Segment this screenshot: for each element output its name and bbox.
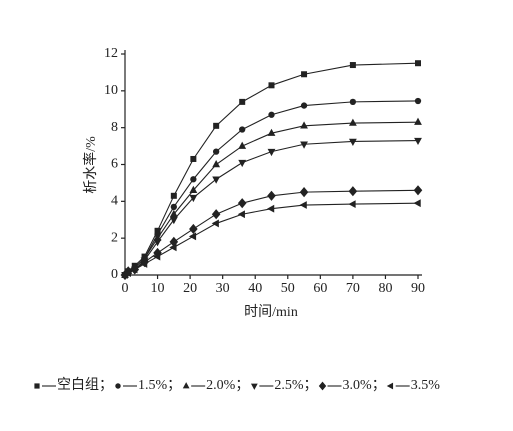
marker	[169, 243, 177, 252]
marker	[212, 160, 221, 168]
marker	[300, 121, 308, 129]
x-tick-label: 60	[313, 281, 327, 296]
marker	[213, 122, 220, 129]
marker	[153, 239, 162, 247]
legend-label: 3.5%	[411, 378, 441, 393]
legend-marker	[182, 382, 190, 389]
y-axis-label: 析水率/%	[82, 136, 99, 194]
marker	[301, 71, 308, 78]
marker	[212, 176, 221, 184]
y-tick-label: 4	[111, 194, 118, 209]
marker	[238, 141, 247, 149]
marker	[348, 138, 357, 146]
marker	[140, 260, 148, 268]
legend-label: 3.0%	[343, 378, 373, 393]
marker	[413, 185, 423, 196]
x-tick-label: 50	[281, 281, 295, 296]
marker	[211, 219, 219, 228]
legend-marker	[386, 382, 394, 390]
marker	[190, 155, 197, 162]
marker	[413, 199, 421, 208]
marker	[299, 201, 307, 209]
x-tick-label: 10	[151, 281, 165, 296]
marker	[348, 118, 357, 126]
legend-label: 2.0%	[206, 378, 236, 393]
marker	[299, 187, 309, 198]
marker	[268, 111, 275, 118]
legend-marker	[318, 381, 327, 391]
series-line	[124, 100, 419, 276]
marker	[348, 186, 358, 197]
marker	[267, 128, 276, 136]
marker	[237, 210, 245, 219]
marker	[349, 62, 356, 69]
marker	[211, 209, 221, 220]
marker	[188, 232, 197, 241]
y-tick-label: 12	[104, 46, 118, 61]
marker	[123, 269, 131, 278]
x-tick-label: 0	[122, 281, 129, 296]
marker	[414, 117, 422, 125]
series-line	[124, 189, 419, 276]
x-tick-label: 40	[248, 281, 262, 296]
marker	[239, 126, 246, 133]
x-tick-label: 70	[346, 281, 360, 296]
marker	[189, 223, 198, 235]
legend-label: 1.5%	[138, 378, 168, 393]
marker	[154, 227, 161, 234]
legend-label: 2.5%	[274, 378, 304, 393]
x-tick-label: 90	[411, 281, 425, 296]
marker	[300, 141, 308, 149]
y-tick-label: 2	[111, 230, 118, 245]
marker	[267, 204, 275, 213]
marker	[189, 185, 198, 194]
marker	[239, 98, 246, 105]
y-tick-label: 8	[111, 120, 118, 135]
x-tick-label: 80	[378, 281, 392, 296]
marker	[415, 60, 421, 67]
marker	[267, 190, 276, 201]
legend-marker	[34, 383, 40, 389]
legend-separator: ；	[99, 378, 113, 393]
marker	[238, 159, 247, 168]
marker	[169, 217, 178, 225]
marker	[190, 176, 197, 183]
marker	[414, 97, 422, 105]
legend-separator: ；	[372, 378, 386, 393]
marker	[213, 148, 220, 155]
marker	[237, 198, 247, 209]
marker	[170, 192, 177, 199]
legend-marker	[115, 383, 121, 389]
marker	[348, 200, 356, 208]
marker	[414, 137, 422, 146]
legend-label: 空白组	[57, 377, 99, 393]
series-line	[124, 202, 419, 276]
legend-separator: ；	[167, 378, 181, 393]
marker	[267, 148, 276, 157]
marker	[170, 203, 177, 211]
marker	[153, 252, 161, 261]
marker	[169, 209, 178, 217]
marker	[130, 265, 138, 274]
marker	[349, 98, 357, 106]
x-axis-label: 时间/min	[244, 304, 298, 320]
legend-separator: ；	[235, 378, 249, 393]
y-tick-label: 10	[104, 83, 118, 98]
legend-separator: ；	[304, 378, 318, 393]
marker	[300, 102, 308, 109]
legend-marker	[250, 383, 258, 390]
x-tick-label: 30	[216, 281, 230, 296]
y-tick-label: 0	[111, 267, 118, 282]
x-tick-label: 20	[183, 281, 197, 296]
series-line	[124, 62, 419, 276]
marker	[189, 194, 198, 203]
y-tick-label: 6	[111, 157, 118, 172]
marker	[268, 82, 275, 89]
